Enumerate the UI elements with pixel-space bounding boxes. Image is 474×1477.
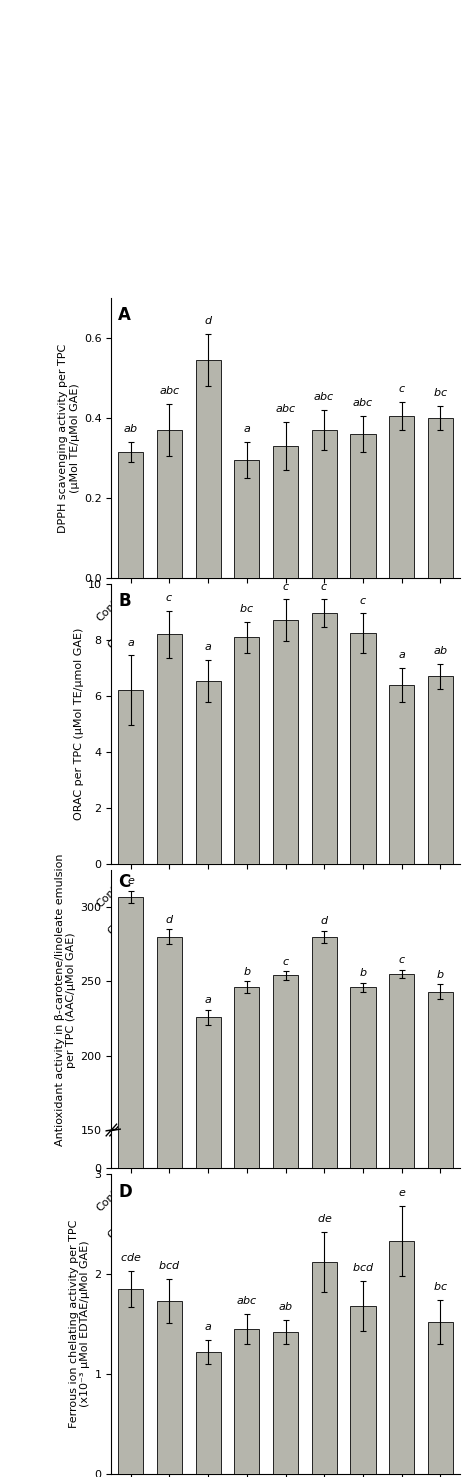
Text: $\it{b}$: $\it{b}$ xyxy=(243,964,251,976)
Text: $\it{abc}$: $\it{abc}$ xyxy=(158,384,181,396)
Text: C: C xyxy=(118,873,131,891)
Bar xyxy=(196,1018,221,1353)
Bar xyxy=(428,1322,453,1474)
Text: $\it{bc}$: $\it{bc}$ xyxy=(433,385,448,399)
Bar xyxy=(312,1094,337,1168)
Text: $\it{d}$: $\it{d}$ xyxy=(204,315,213,326)
Text: D: D xyxy=(118,1183,132,1201)
Bar xyxy=(428,676,453,864)
Text: $\it{abc}$: $\it{abc}$ xyxy=(274,402,297,414)
Text: A: A xyxy=(118,306,131,325)
Text: $\it{abc}$: $\it{abc}$ xyxy=(236,1294,258,1306)
Bar xyxy=(350,1103,375,1168)
Bar xyxy=(234,987,259,1353)
Bar xyxy=(273,1332,298,1474)
Text: $\it{abc}$: $\it{abc}$ xyxy=(313,390,335,402)
Text: $\it{a}$: $\it{a}$ xyxy=(204,995,212,1006)
Text: $\it{c}$: $\it{c}$ xyxy=(320,582,328,592)
Bar xyxy=(312,430,337,578)
Bar xyxy=(196,1351,221,1474)
Text: $\it{ab}$: $\it{ab}$ xyxy=(433,644,448,656)
Text: $\it{d}$: $\it{d}$ xyxy=(320,914,329,926)
Text: $\it{bcd}$: $\it{bcd}$ xyxy=(158,1258,181,1270)
Bar xyxy=(389,1241,414,1474)
Bar xyxy=(118,690,143,864)
Text: $\it{b}$: $\it{b}$ xyxy=(436,967,445,979)
Text: $\it{bcd}$: $\it{bcd}$ xyxy=(352,1260,374,1273)
Text: $\it{c}$: $\it{c}$ xyxy=(398,384,406,394)
Bar xyxy=(273,975,298,1353)
Bar xyxy=(350,1306,375,1474)
Bar xyxy=(389,973,414,1353)
Text: $\it{a}$: $\it{a}$ xyxy=(127,638,135,647)
Bar xyxy=(118,1289,143,1474)
Text: $\it{ab}$: $\it{ab}$ xyxy=(123,422,138,434)
Bar xyxy=(389,1102,414,1168)
Bar xyxy=(157,430,182,578)
Bar xyxy=(234,1329,259,1474)
Bar xyxy=(350,634,375,864)
Text: B: B xyxy=(118,592,131,610)
Text: $\it{de}$: $\it{de}$ xyxy=(317,1211,332,1223)
Bar xyxy=(196,360,221,578)
Bar xyxy=(312,936,337,1353)
Text: $\it{ab}$: $\it{ab}$ xyxy=(278,1300,293,1312)
Bar xyxy=(196,681,221,864)
Bar xyxy=(389,685,414,864)
Y-axis label: Antioxidant activity in β-carotene/linoleate emulsion
per TPC (AAC/μMol GAE): Antioxidant activity in β-carotene/linol… xyxy=(55,854,76,1146)
Bar xyxy=(428,993,453,1353)
Bar xyxy=(312,1261,337,1474)
Text: $\it{e}$: $\it{e}$ xyxy=(398,1188,406,1198)
Text: $\it{bc}$: $\it{bc}$ xyxy=(239,603,255,614)
Bar xyxy=(157,1094,182,1168)
Y-axis label: Ferrous ion chelating activity per TPC
(x10⁻³ μMol EDTAE/μMol GAE): Ferrous ion chelating activity per TPC (… xyxy=(69,1220,91,1428)
Bar xyxy=(234,459,259,578)
Bar xyxy=(118,452,143,578)
Bar xyxy=(350,434,375,578)
Bar xyxy=(118,1087,143,1168)
Text: $\it{a}$: $\it{a}$ xyxy=(243,424,251,434)
Bar xyxy=(428,1105,453,1168)
Bar xyxy=(157,936,182,1353)
Text: $\it{cde}$: $\it{cde}$ xyxy=(120,1251,142,1263)
Bar xyxy=(234,637,259,864)
Y-axis label: ORAC per TPC (μMol TE/μmol GAE): ORAC per TPC (μMol TE/μmol GAE) xyxy=(73,628,83,820)
Text: $\it{b}$: $\it{b}$ xyxy=(359,966,367,978)
Text: $\it{c}$: $\it{c}$ xyxy=(359,595,367,606)
Text: $\it{a}$: $\it{a}$ xyxy=(398,650,406,660)
Text: $\it{abc}$: $\it{abc}$ xyxy=(352,396,374,408)
Bar xyxy=(312,613,337,864)
Text: $\it{c}$: $\it{c}$ xyxy=(282,957,290,966)
Bar xyxy=(389,417,414,578)
Bar xyxy=(273,1102,298,1168)
Text: $\it{d}$: $\it{d}$ xyxy=(165,913,174,925)
Text: $\it{c}$: $\it{c}$ xyxy=(165,592,173,603)
Text: $\it{e}$: $\it{e}$ xyxy=(127,876,135,886)
Bar xyxy=(118,897,143,1353)
Bar xyxy=(273,620,298,864)
Bar xyxy=(196,1109,221,1168)
Text: $\it{c}$: $\it{c}$ xyxy=(282,582,290,592)
Bar xyxy=(273,446,298,578)
Bar xyxy=(157,1301,182,1474)
Bar xyxy=(234,1103,259,1168)
Bar xyxy=(350,987,375,1353)
Text: $\it{bc}$: $\it{bc}$ xyxy=(433,1279,448,1291)
Text: $\it{a}$: $\it{a}$ xyxy=(204,1322,212,1332)
Bar xyxy=(428,418,453,578)
Text: $\it{c}$: $\it{c}$ xyxy=(398,956,406,964)
Y-axis label: DPPH scavenging activity per TPC
(μMol TE/μMol GAE): DPPH scavenging activity per TPC (μMol T… xyxy=(58,343,80,533)
Bar xyxy=(157,635,182,864)
Text: $\it{a}$: $\it{a}$ xyxy=(204,642,212,651)
